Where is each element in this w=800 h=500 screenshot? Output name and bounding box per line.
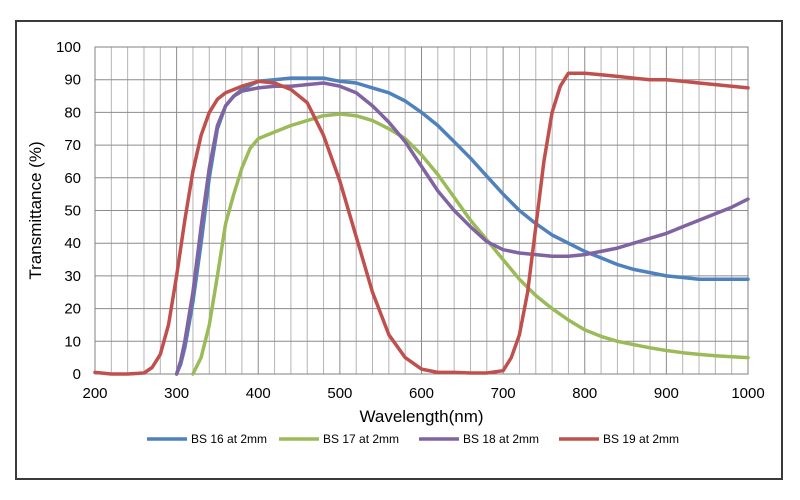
y-tick-label: 0 xyxy=(73,366,81,383)
x-tick-label: 400 xyxy=(246,385,271,402)
y-tick-label: 50 xyxy=(64,203,81,220)
plot-area xyxy=(94,46,749,375)
series-line-4 xyxy=(93,71,750,376)
y-tick-label: 100 xyxy=(56,39,81,56)
legend-item: BS 19 at 2mm xyxy=(559,432,679,446)
series-line-1 xyxy=(174,76,750,376)
x-tick-label: 300 xyxy=(164,385,189,402)
y-tick-label: 90 xyxy=(64,72,81,89)
y-tick-label: 20 xyxy=(64,301,81,318)
y-tick-label: 30 xyxy=(64,268,81,285)
series-layer xyxy=(93,71,750,376)
x-axis-ticks: 200 300 400 500 600 700 800 900 1000 xyxy=(82,385,764,402)
x-tick-label: 200 xyxy=(82,385,107,402)
series-line-2 xyxy=(191,112,750,376)
y-tick-label: 80 xyxy=(64,104,81,121)
x-tick-label: 800 xyxy=(572,385,597,402)
legend: BS 16 at 2mm BS 17 at 2mm BS 18 at 2mm BS 1… xyxy=(147,432,679,446)
y-tick-label: 60 xyxy=(64,170,81,187)
legend-label: BS 17 at 2mm xyxy=(323,432,399,446)
legend-label: BS 16 at 2mm xyxy=(191,432,267,446)
chart-frame: 200 300 400 500 600 700 800 900 1000 0 10 20 30 40 50… xyxy=(15,20,783,480)
legend-item: BS 18 at 2mm xyxy=(419,432,539,446)
x-tick-label: 900 xyxy=(654,385,679,402)
legend-item: BS 17 at 2mm xyxy=(279,432,399,446)
y-tick-label: 10 xyxy=(64,333,81,350)
y-axis-ticks: 0 10 20 30 40 50 60 70 80 90 100 xyxy=(56,39,81,383)
y-tick-label: 70 xyxy=(64,137,81,154)
line-chart: 200 300 400 500 600 700 800 900 1000 0 10 20 30 40 50… xyxy=(26,39,765,446)
y-tick-label: 40 xyxy=(64,235,81,252)
legend-item: BS 16 at 2mm xyxy=(147,432,267,446)
y-axis-title: Transmittance (%) xyxy=(26,141,45,279)
chart-grid xyxy=(94,46,749,375)
x-tick-label: 500 xyxy=(327,385,352,402)
legend-label: BS 19 at 2mm xyxy=(603,432,679,446)
x-tick-label: 600 xyxy=(409,385,434,402)
x-tick-label: 700 xyxy=(491,385,516,402)
x-tick-label: 1000 xyxy=(731,385,764,402)
series-line-3 xyxy=(174,81,750,376)
x-axis-title: Wavelength(nm) xyxy=(359,407,483,426)
legend-label: BS 18 at 2mm xyxy=(463,432,539,446)
